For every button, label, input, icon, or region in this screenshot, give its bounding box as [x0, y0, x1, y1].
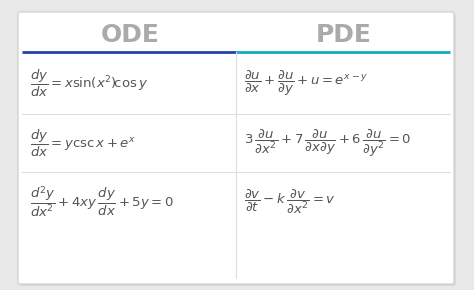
- Text: $3\,\dfrac{\partial u}{\partial x^{2}} + 7\,\dfrac{\partial u}{\partial x\partia: $3\,\dfrac{\partial u}{\partial x^{2}} +…: [244, 127, 411, 159]
- Text: ODE: ODE: [100, 23, 159, 47]
- Text: PDE: PDE: [316, 23, 372, 47]
- Text: $\dfrac{dy}{dx} = y\csc x + e^{x}$: $\dfrac{dy}{dx} = y\csc x + e^{x}$: [30, 127, 136, 159]
- FancyBboxPatch shape: [18, 12, 454, 284]
- Text: $\dfrac{\partial v}{\partial t} - k\,\dfrac{\partial v}{\partial x^{2}} = v$: $\dfrac{\partial v}{\partial t} - k\,\df…: [244, 188, 336, 216]
- Text: $\dfrac{\partial u}{\partial x} + \dfrac{\partial u}{\partial y} + u = e^{x-y}$: $\dfrac{\partial u}{\partial x} + \dfrac…: [244, 68, 368, 97]
- Text: $\dfrac{dy}{dx} = x\sin\!\left(x^{2}\right)\!\cos y$: $\dfrac{dy}{dx} = x\sin\!\left(x^{2}\rig…: [30, 68, 148, 99]
- Text: $\dfrac{d^{2}y}{dx^{2}} + 4xy\,\dfrac{dy}{dx} + 5y = 0$: $\dfrac{d^{2}y}{dx^{2}} + 4xy\,\dfrac{dy…: [30, 184, 174, 220]
- FancyBboxPatch shape: [20, 14, 456, 286]
